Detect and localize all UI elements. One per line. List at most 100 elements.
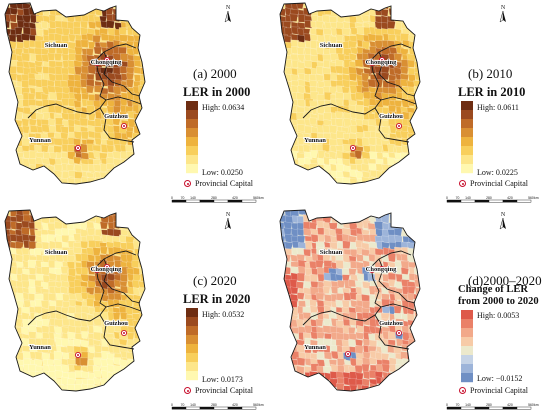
legend-low-label: Low: 0.0173: [202, 375, 243, 384]
county-cell: [303, 59, 313, 68]
scale-tick-label: 280: [211, 196, 217, 200]
county-cell: [296, 318, 305, 328]
county-cell: [86, 85, 95, 94]
county-cell: [381, 72, 390, 81]
legend-swatch: [461, 164, 473, 174]
county-cell: [322, 338, 332, 346]
county-cell: [413, 131, 420, 139]
county-cell: [93, 357, 102, 366]
ler-map-2020: Sichuan Chongqing Guizhou Yunnan N 0 70 140 280 4…: [4, 209, 264, 410]
county-cell: [60, 286, 69, 295]
provincial-capital-dot: [77, 354, 79, 356]
county-cell: [355, 372, 364, 380]
county-cell: [94, 344, 103, 353]
county-cell: [342, 170, 350, 179]
legend-swatch: [461, 101, 473, 111]
provincial-capital-dot: [398, 332, 400, 334]
county-cell: [408, 344, 416, 354]
legend-swatch: [186, 155, 198, 165]
county-cell: [48, 125, 57, 134]
county-cells: [280, 3, 420, 184]
county-cell: [394, 246, 403, 255]
county-cell: [93, 370, 102, 378]
study-area-outline: [4, 209, 146, 392]
scale-tick-label: 70: [181, 196, 185, 200]
county-cell: [348, 53, 357, 61]
county-cell: [337, 279, 345, 288]
county-cell: [315, 318, 324, 327]
county-cell: [53, 326, 62, 334]
county-cell: [315, 260, 324, 269]
county-cell: [336, 383, 345, 391]
legend-title-line: from 2000 to 2020: [458, 295, 539, 307]
scale-tick-label: 280: [486, 403, 492, 407]
county-cell: [315, 292, 325, 301]
county-cell: [375, 144, 383, 154]
legend-swatch: [461, 119, 473, 129]
county-cell: [119, 85, 128, 93]
county-cell: [113, 279, 122, 288]
panel-tag: (c) 2020: [193, 273, 237, 288]
county-cell: [316, 66, 324, 76]
provincial-capital-symbol-icon: [184, 387, 191, 394]
county-cell: [330, 364, 339, 373]
county-cell: [48, 272, 57, 281]
county-cell: [99, 221, 108, 230]
province-label: Chongqing: [91, 266, 122, 273]
legend-swatch: [186, 362, 198, 372]
county-cell: [406, 151, 415, 160]
scale-tick-label: 560: [528, 196, 534, 200]
province-label: Guizhou: [379, 320, 403, 327]
legend-title-line: LER in 2020: [183, 292, 251, 306]
county-cell: [296, 365, 305, 375]
county-cell: [66, 345, 75, 354]
north-arrow-icon: [499, 10, 506, 23]
county-cell: [100, 33, 110, 41]
county-cell: [93, 377, 101, 386]
county-cell: [342, 261, 351, 270]
county-cell: [297, 272, 305, 282]
county-cell: [54, 53, 62, 61]
county-cell: [106, 378, 115, 387]
county-cell: [67, 372, 77, 380]
county-cell: [335, 260, 344, 269]
county-cell: [393, 53, 403, 62]
ler-map-2010: Sichuan Chongqing Guizhou Yunnan N 0 70 140 280 4…: [279, 2, 539, 203]
province-boundary: [27, 96, 142, 119]
county-cell: [355, 338, 363, 347]
county-cell: [322, 67, 331, 75]
county-cell: [400, 260, 410, 269]
legend-high-label: High: 0.0053: [477, 311, 520, 320]
county-cell: [27, 259, 37, 268]
county-cell: [355, 331, 365, 340]
county-cell: [387, 143, 395, 153]
county-cell: [35, 28, 44, 37]
county-cell: [362, 370, 371, 380]
county-cell: [387, 253, 396, 263]
legend-swatch: [461, 328, 473, 338]
county-cell: [93, 318, 102, 327]
county-cell: [80, 339, 89, 349]
county-cell: [374, 326, 383, 335]
legend-swatch: [186, 137, 198, 147]
north-label: N: [501, 5, 506, 11]
county-cell: [88, 21, 97, 29]
county-cell: [323, 352, 333, 360]
county-cell: [388, 331, 397, 340]
county-cell: [28, 158, 37, 166]
county-cell: [140, 299, 145, 308]
county-cell: [48, 293, 57, 301]
county-cell: [305, 240, 313, 250]
legend-title: LER in 2010: [458, 86, 525, 99]
legend-swatch: [461, 128, 473, 138]
provincial-capital-dot: [352, 147, 354, 149]
county-cell: [53, 350, 63, 360]
county-cell: [335, 65, 344, 74]
scale-unit-label: km: [534, 403, 539, 407]
provincial-capital-dot: [96, 269, 98, 271]
county-cell: [355, 104, 364, 113]
county-cell: [388, 86, 397, 95]
county-cell: [342, 177, 351, 184]
county-cell: [323, 318, 332, 326]
county-cell: [86, 298, 95, 307]
